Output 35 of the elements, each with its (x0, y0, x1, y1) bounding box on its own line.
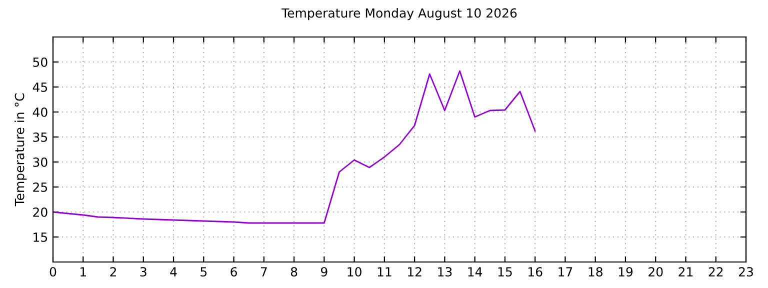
x-tick-label: 1 (80, 267, 86, 276)
x-tick-label: 22 (708, 267, 723, 276)
x-tick-label: 4 (170, 267, 177, 276)
x-tick-label: 23 (738, 267, 753, 277)
y-tick-label: 50 (33, 57, 48, 67)
x-tick-label: 7 (260, 267, 267, 276)
x-tick-label: 2 (110, 267, 116, 276)
x-tick-label: 11 (378, 267, 392, 276)
x-tick-label: 3 (140, 267, 146, 277)
y-tick-label: 45 (32, 82, 48, 92)
y-axis-title: Temperature in °C (14, 93, 27, 206)
y-tick-label: 20 (33, 207, 48, 217)
x-tick-label: 14 (468, 267, 482, 276)
line-series (53, 70, 536, 224)
chart-title: Temperature Monday August 10 2026 (282, 8, 517, 20)
x-tick-label: 0 (50, 267, 56, 277)
x-tick-label: 8 (290, 267, 298, 277)
y-tick-label: 35 (33, 132, 48, 142)
y-tick-label: 15 (34, 232, 48, 242)
x-tick-label: 19 (618, 267, 633, 277)
x-tick-label: 6 (230, 267, 237, 277)
x-tick-label: 16 (528, 267, 542, 277)
x-tick-label: 5 (200, 267, 207, 277)
x-tick-label: 10 (348, 267, 362, 277)
x-tick-label: 9 (320, 267, 328, 277)
x-tick-label: 13 (438, 267, 452, 277)
y-tick-label: 40 (32, 107, 48, 117)
x-tick-label: 18 (588, 267, 602, 277)
x-tick-label: 21 (678, 267, 693, 276)
y-tick-label: 25 (33, 182, 48, 192)
y-tick-label: 30 (33, 157, 48, 167)
x-tick-label: 20 (648, 267, 663, 277)
x-tick-label: 15 (498, 267, 512, 277)
x-tick-label: 17 (558, 267, 572, 276)
x-tick-label: 12 (408, 267, 422, 276)
